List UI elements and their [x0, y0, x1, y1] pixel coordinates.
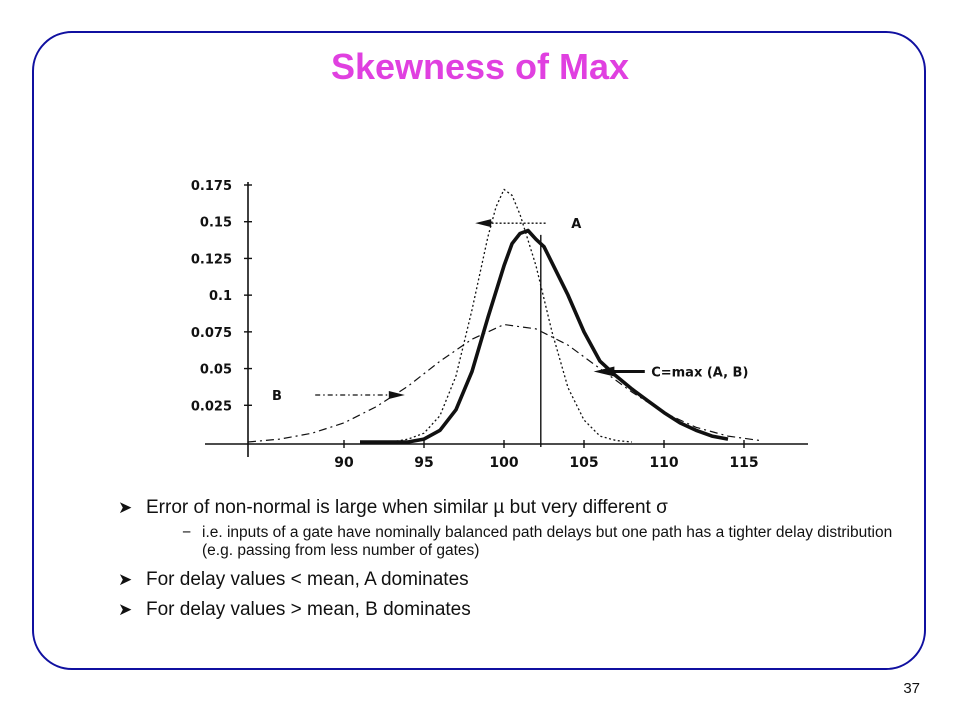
- bullet-item: ➤ For delay values > mean, B dominates: [118, 598, 898, 622]
- y-tick-label: 0.15: [200, 216, 232, 231]
- dash-bullet-icon: −: [182, 524, 192, 541]
- bullet-text: For delay values < mean, A dominates: [146, 569, 469, 590]
- annotation-c-label: C=max (A, B): [651, 366, 748, 381]
- chart-svg: 0.175 0.15 0.125 0.1 0.075 0.05 0.025 90 95 100 10…: [191, 179, 808, 471]
- bullet-text: Error of non-normal is large when simila…: [146, 497, 668, 518]
- bullet-list: ➤ Error of non-normal is large when simi…: [118, 496, 898, 622]
- x-tick-label: 90: [334, 455, 354, 471]
- x-tick-label: 105: [569, 455, 598, 471]
- annotation-a-arrowhead: [475, 219, 492, 228]
- annotation-b-label: B: [272, 389, 282, 404]
- x-tick-label: 110: [649, 455, 678, 471]
- sub-bullet-text: i.e. inputs of a gate have nominally bal…: [202, 524, 893, 559]
- annotation-a-label: A: [571, 217, 581, 232]
- sub-bullet-item: − i.e. inputs of a gate have nominally b…: [182, 524, 898, 560]
- series-line-c: [360, 228, 729, 444]
- bullet-text: For delay values > mean, B dominates: [146, 599, 471, 620]
- y-tick-label: 0.075: [191, 326, 232, 341]
- bullet-item: ➤ Error of non-normal is large when simi…: [118, 496, 898, 520]
- series-line-a: [391, 188, 633, 443]
- bullet-item: ➤ For delay values < mean, A dominates: [118, 568, 898, 592]
- y-tick-label: 0.05: [200, 363, 232, 378]
- annotation-c-arrowhead: [593, 366, 615, 377]
- y-tick-label: 0.025: [191, 399, 232, 414]
- annotation-b-arrowhead: [388, 391, 405, 400]
- x-tick-label: 100: [489, 455, 518, 471]
- page-number: 37: [903, 680, 920, 697]
- arrow-bullet-icon: ➤: [118, 570, 133, 589]
- distribution-chart: 0.175 0.15 0.125 0.1 0.075 0.05 0.025 90 95 100 10…: [160, 170, 820, 480]
- y-tick-label: 0.1: [209, 289, 232, 304]
- arrow-bullet-icon: ➤: [118, 600, 133, 619]
- slide-title: Skewness of Max: [330, 46, 630, 87]
- arrow-bullet-icon: ➤: [118, 498, 133, 517]
- x-tick-label: 115: [729, 455, 758, 471]
- x-tick-label: 95: [414, 455, 433, 471]
- y-tick-label: 0.175: [191, 179, 232, 194]
- y-tick-label: 0.125: [191, 252, 232, 267]
- slide-frame: [32, 31, 926, 670]
